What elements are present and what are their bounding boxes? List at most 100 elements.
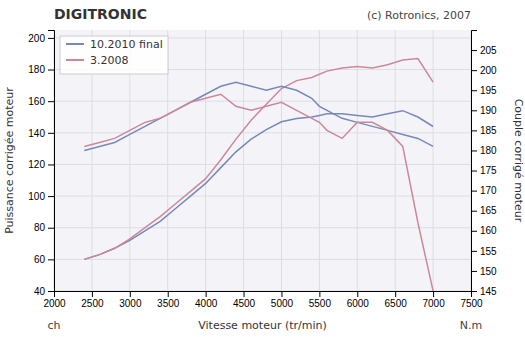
x-axis-tick-label: 7000 (422, 298, 445, 309)
y-axis-tick-mark (48, 70, 54, 71)
y2-axis-tick: 160 (471, 225, 497, 236)
legend-item: 3.2008 (66, 54, 129, 67)
y-axis-title: Puissance corrigée moteur (3, 87, 16, 234)
x-axis-tick: 6000 (347, 291, 370, 309)
y-axis-tick-mark (48, 291, 54, 292)
x-axis-tick-label: 2500 (81, 298, 104, 309)
y2-axis: 145 150 155 160 165 170 175 180 185 190 195 200 205 (471, 31, 497, 297)
x-axis-tick: 7000 (422, 291, 445, 309)
annotation: N.m (460, 319, 482, 332)
y-axis-tick: 200 (28, 33, 54, 44)
y-axis-tick-mark (48, 228, 54, 229)
x-axis-tick-mark (206, 291, 207, 297)
x-axis-tick-mark (319, 291, 320, 297)
y2-axis-title: Couple corrigé moteur (512, 99, 525, 223)
x-axis: 2000 2500 3000 3500 4000 4500 5000 5500 6000 6500… (43, 291, 483, 309)
y-axis-tick: 40 (34, 286, 54, 297)
y2-axis-tick-mark (471, 90, 477, 91)
y2-axis-tick: 155 (471, 246, 497, 257)
series-line (84, 58, 433, 259)
grid-line-y (54, 164, 471, 165)
y-axis-tick-mark (48, 259, 54, 260)
y2-axis-tick-label: 175 (480, 165, 497, 176)
y2-axis-tick-mark (471, 150, 477, 151)
y-axis-tick: 160 (28, 96, 54, 107)
y2-axis-tick-label: 165 (480, 205, 497, 216)
x-axis-tick-label: 4500 (233, 298, 256, 309)
y2-axis-tick-label: 185 (480, 125, 497, 136)
x-axis-tick: 2000 (43, 291, 66, 309)
x-axis-tick: 5000 (271, 291, 294, 309)
y-axis-tick-mark (48, 133, 54, 134)
grid-line-y (54, 227, 471, 228)
y2-axis-tick-mark (471, 70, 477, 71)
y-axis-tick-label: 180 (28, 64, 45, 75)
x-axis-tick-mark (433, 291, 434, 297)
y2-axis-tick-label: 170 (480, 185, 497, 196)
series-line (84, 82, 433, 150)
x-axis-tick-label: 5000 (271, 298, 294, 309)
annotation: (c) Rotronics, 2007 (367, 9, 471, 22)
grid-line-y (54, 259, 471, 260)
y2-axis-tick-label: 150 (480, 266, 497, 277)
x-axis-tick: 4500 (233, 291, 256, 309)
y2-axis-tick: 170 (471, 185, 497, 196)
legend-swatch (66, 43, 84, 45)
y2-axis-tick: 150 (471, 266, 497, 277)
x-axis-tick-label: 4000 (195, 298, 218, 309)
y-axis-tick-label: 100 (28, 191, 45, 202)
y2-axis-tick: 200 (471, 65, 497, 76)
x-axis-tick-mark (357, 291, 358, 297)
x-axis-tick-label: 6500 (385, 298, 408, 309)
y2-axis-tick: 165 (471, 205, 497, 216)
y2-axis-tick-mark (471, 211, 477, 212)
y2-axis-tick-mark (471, 191, 477, 192)
y-axis-tick-label: 160 (28, 96, 45, 107)
plot-area: 2000 2500 3000 3500 4000 4500 5000 5500 6000 6500… (28, 30, 497, 309)
series-line (84, 111, 433, 260)
legend-label: 10.2010 final (90, 38, 163, 51)
lines (84, 58, 433, 291)
y2-axis-tick: 190 (471, 105, 497, 116)
chart-svg: 2000 2500 3000 3500 4000 4500 5000 5500 6000 6500… (0, 0, 525, 337)
y-axis-tick: 120 (28, 159, 54, 170)
x-axis-tick-label: 7500 (460, 298, 483, 309)
y2-axis-tick-label: 195 (480, 85, 497, 96)
y-axis-tick-mark (48, 101, 54, 102)
x-axis-title: Vitesse moteur (tr/min) (198, 319, 327, 332)
x-axis-tick: 3000 (119, 291, 142, 309)
x-axis-tick: 3500 (157, 291, 180, 309)
x-axis-tick-label: 6000 (347, 298, 370, 309)
y-axis-tick-label: 200 (28, 33, 45, 44)
y-axis-tick-mark (48, 196, 54, 197)
y2-axis-tick: 180 (471, 145, 497, 156)
x-axis-tick: 5500 (309, 291, 332, 309)
y-axis-tick: 80 (34, 222, 54, 233)
y-axis-tick-label: 80 (34, 222, 46, 233)
plot-background (54, 30, 471, 291)
y2-axis-tick-mark (471, 231, 477, 232)
series-line (84, 94, 433, 291)
grid-line-y (54, 101, 471, 102)
y2-axis-tick: 145 (471, 286, 497, 297)
x-axis-tick-mark (244, 291, 245, 297)
y2-axis-tick-label: 180 (480, 145, 497, 156)
x-axis-tick: 2500 (81, 291, 104, 309)
x-axis-tick-label: 3500 (157, 298, 180, 309)
y-axis-tick: 100 (28, 191, 54, 202)
y-axis-tick-label: 60 (34, 254, 46, 265)
y2-axis-tick-mark (471, 50, 477, 51)
x-axis-domain (55, 292, 472, 298)
y-axis-tick-mark (48, 164, 54, 165)
y2-axis-tick-mark (471, 291, 477, 292)
y-axis-tick-label: 120 (28, 159, 45, 170)
y2-axis-tick-label: 190 (480, 105, 497, 116)
y2-axis-tick: 205 (471, 45, 497, 56)
y2-axis-tick-label: 145 (480, 286, 497, 297)
y-axis-tick: 140 (28, 128, 54, 139)
y2-axis-tick: 185 (471, 125, 497, 136)
y2-axis-tick-mark (471, 110, 477, 111)
x-axis-tick-label: 2000 (43, 298, 66, 309)
y-axis-tick: 60 (34, 254, 54, 265)
x-axis-tick-mark (281, 291, 282, 297)
